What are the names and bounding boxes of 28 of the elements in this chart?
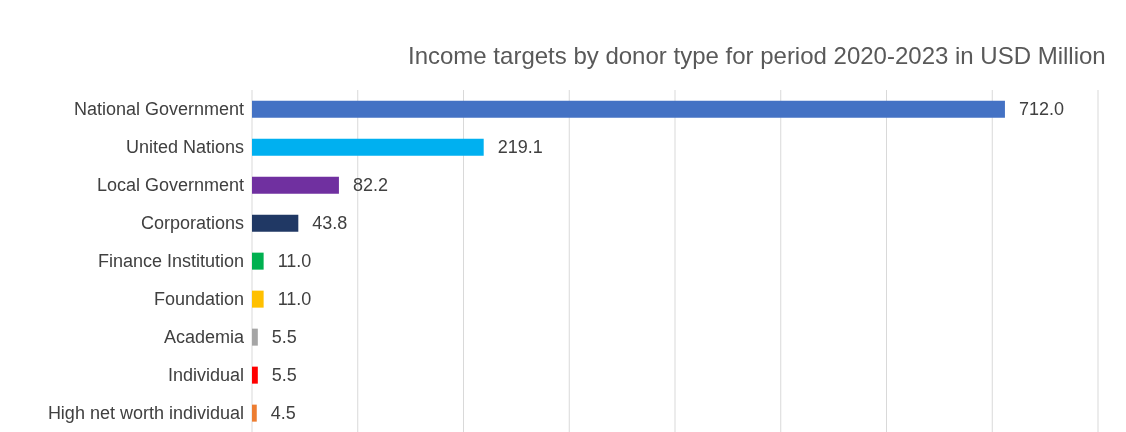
data-label: 5.5 [271,327,297,348]
bar [252,252,264,270]
bar [252,404,257,422]
bar [252,290,264,308]
data-label: 5.5 [271,365,297,386]
y-tick-label: Finance Institution [97,251,244,272]
y-tick-label: United Nations [125,137,244,158]
y-tick-label: National Government [73,99,244,120]
chart-title: Income targets by donor type for period 2020-2023 in USD Million [408,42,1106,70]
data-label: 712.0 [1018,99,1064,120]
data-label: 219.1 [497,137,543,158]
y-tick-label: Local Government [96,175,244,196]
bar [252,100,1005,118]
data-label: 11.0 [277,251,312,272]
y-tick-label: Academia [163,327,245,348]
y-tick-label: Individual [167,365,244,386]
bar [252,176,339,194]
y-tick-label: High net worth individual [47,403,244,424]
bar [252,214,299,232]
y-tick-label: Corporations [140,213,244,234]
y-tick-label: Foundation [153,289,244,310]
data-label: 82.2 [352,175,388,196]
bar [252,366,258,384]
data-label: 43.8 [312,213,348,234]
data-label: 4.5 [270,403,296,424]
data-label: 11.0 [277,289,312,310]
bar [252,138,484,156]
bar [252,328,258,346]
